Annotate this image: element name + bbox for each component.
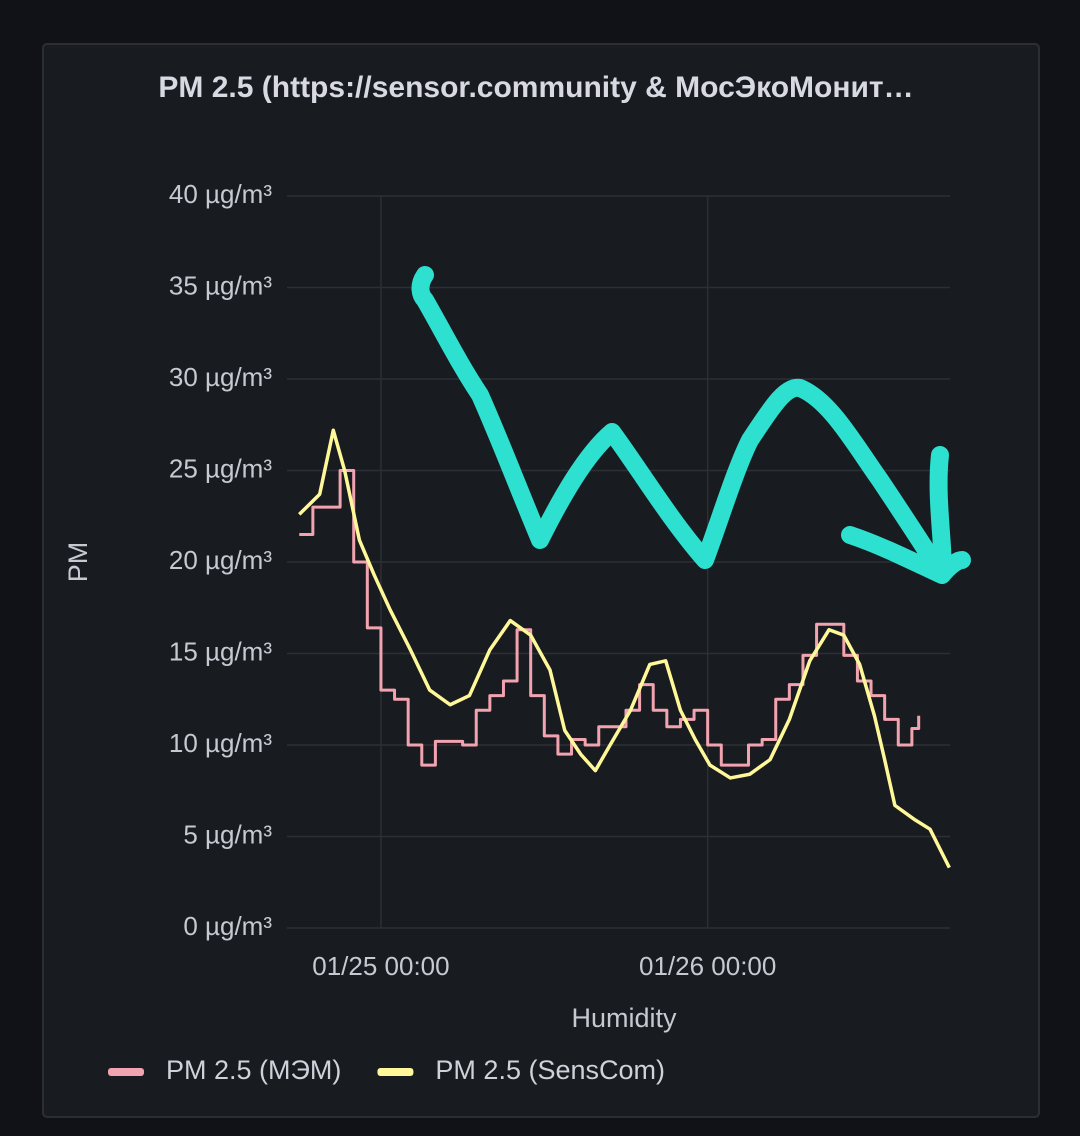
y-tick-label: 10 µg/m³: [169, 728, 272, 758]
x-tick-label: 01/26 00:00: [639, 951, 776, 981]
y-tick-label: 30 µg/m³: [169, 362, 272, 392]
chart-title: PM 2.5 (https://sensor.community & МосЭк…: [158, 71, 913, 104]
y-axis-label: PM: [63, 542, 93, 583]
y-tick-label: 25 µg/m³: [169, 453, 272, 483]
y-tick-label: 0 µg/m³: [183, 911, 272, 941]
y-tick-label: 5 µg/m³: [183, 819, 272, 849]
grid: 0 µg/m³ 5 µg/m³ 10 µg/m³ 15 µg/m³ 20 µg/m³ 25…: [169, 179, 950, 981]
legend-swatch: [377, 1068, 414, 1076]
legend-label: PM 2.5 (SensCom): [435, 1055, 665, 1085]
y-tick-label: 35 µg/m³: [169, 270, 272, 300]
y-tick-label: 20 µg/m³: [169, 545, 272, 575]
y-tick-label: 15 µg/m³: [169, 636, 272, 666]
legend-label: PM 2.5 (МЭМ): [166, 1055, 341, 1085]
series-lines: [298, 428, 951, 869]
y-tick-label: 40 µg/m³: [169, 179, 272, 209]
x-tick-label: 01/25 00:00: [312, 951, 449, 981]
x-axis-label: Humidity: [571, 1003, 677, 1033]
series-line: [298, 428, 951, 869]
legend: PM 2.5 (МЭМ) PM 2.5 (SensCom): [108, 1055, 665, 1085]
legend-swatch: [108, 1068, 144, 1076]
hand-drawn-arrow: [411, 266, 971, 584]
panel: [42, 43, 1040, 1118]
